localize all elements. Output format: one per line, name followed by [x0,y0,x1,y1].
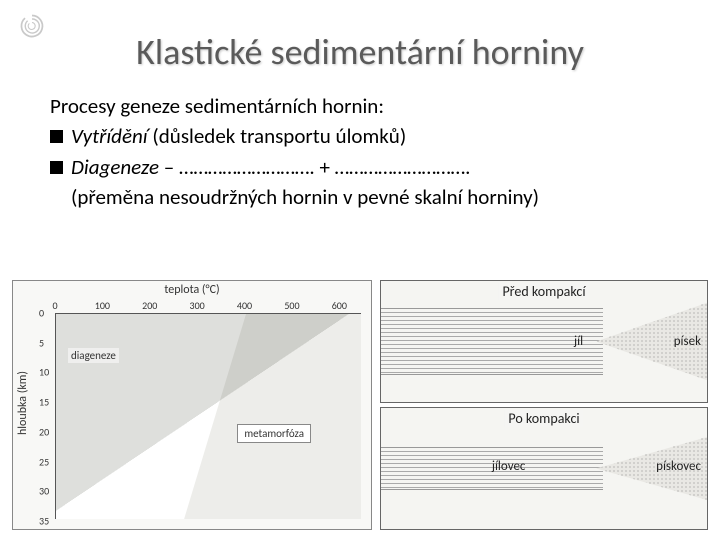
x-tick: 600 [332,299,347,312]
square-bullet-icon [50,130,63,143]
x-tick: 200 [142,299,157,312]
slide: Klastické sedimentární horniny Procesy g… [0,0,720,540]
content-block: Procesy geneze sedimentárních hornin: Vy… [50,92,670,211]
before-title: Před kompakcí [498,283,589,300]
claystone-label: jílovec [492,459,526,474]
after-title: Po kompakci [504,410,583,427]
y-tick: 25 [39,455,49,468]
bullet-2-rest: – ………………………. + ………………………. [159,154,471,180]
clay-stratum [381,308,603,376]
sand-label: písek [674,334,701,349]
slide-title: Klastické sedimentární horniny [50,30,670,74]
y-tick: 0 [39,307,44,320]
diagenesis-region [56,314,361,519]
paren-line: (přeměna nesoudržných hornin v pevné ska… [71,183,670,211]
x-tick: 500 [284,299,299,312]
bullet-1-rest: (důsledek transportu úlomků) [148,123,407,149]
x-tick: 300 [190,299,205,312]
x-tick: 400 [237,299,252,312]
swirl-icon [18,12,46,40]
bullet-1-text: Vytřídění (důsledek transportu úlomků) [71,122,670,150]
intro-line: Procesy geneze sedimentárních hornin: [50,92,670,120]
bullet-2: Diageneze – ………………………. + ………………………. [50,153,670,181]
square-bullet-icon [50,161,63,174]
x-tick: 100 [95,299,110,312]
x-axis-label: teplota (°C) [164,283,219,297]
bullet-1-term: Vytřídění [71,123,148,149]
y-tick: 30 [39,485,49,498]
after-compaction-panel: Po kompakci jílovec pískovec [380,407,708,530]
x-tick: 0 [52,299,57,312]
metamorphosis-label: metamorfóza [237,424,311,443]
before-compaction-panel: Před kompakcí jíl písek [380,280,708,403]
y-tick: 15 [39,396,49,409]
y-tick: 20 [39,425,49,438]
y-tick: 10 [39,366,49,379]
bullet-1: Vytřídění (důsledek transportu úlomků) [50,122,670,150]
depth-temperature-chart: teplota (°C) hloubka (km) diageneze meta… [12,280,372,530]
diagenesis-label: diageneze [68,348,119,363]
y-tick: 35 [39,515,49,528]
bullet-2-term: Diageneze [71,154,159,180]
y-axis-label: hloubka (km) [16,371,30,435]
diagrams-row: teplota (°C) hloubka (km) diageneze meta… [12,280,708,530]
compaction-panels: Před kompakcí jíl písek Po kompakci jílo… [380,280,708,530]
y-tick: 5 [39,336,44,349]
sandstone-label: pískovec [656,459,701,474]
bullet-2-text: Diageneze – ………………………. + ………………………. [71,153,670,181]
clay-label: jíl [574,334,583,349]
chart-plot-area: diageneze metamorfóza [55,313,361,519]
